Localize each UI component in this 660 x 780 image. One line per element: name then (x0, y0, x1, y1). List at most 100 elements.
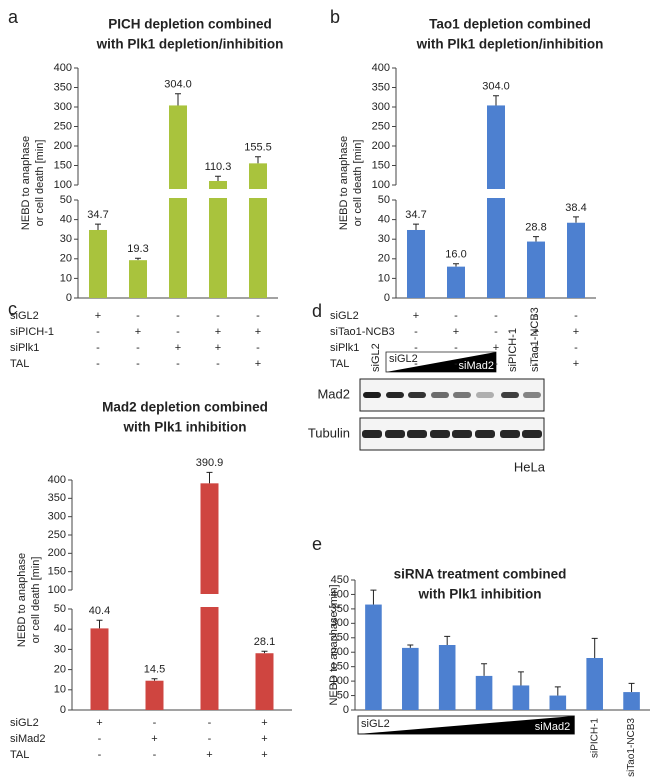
condition-mark: + (493, 342, 499, 354)
condition-mark: + (255, 326, 261, 338)
condition-mark: - (176, 310, 180, 322)
band (475, 430, 495, 438)
chart-title: Mad2 depletion combined (102, 400, 268, 415)
condition-mark: - (136, 358, 140, 370)
condition-mark: + (215, 326, 221, 338)
condition-mark: - (494, 326, 498, 338)
condition-mark: + (261, 733, 267, 745)
condition-mark: - (414, 326, 418, 338)
bar (487, 105, 505, 298)
y-tick-label: 250 (54, 120, 72, 132)
bar (549, 695, 567, 710)
value-label: 155.5 (244, 142, 272, 154)
error-bar (206, 471, 213, 484)
error-bar (554, 686, 561, 696)
error-bar (481, 663, 488, 676)
condition-mark: - (534, 358, 538, 370)
gradient-label: siMad2 (535, 721, 570, 733)
condition-mark: + (533, 342, 539, 354)
y-tick-label: 200 (331, 646, 349, 658)
condition-mark: + (453, 326, 459, 338)
y-tick-label: 200 (48, 547, 66, 559)
chart-title: with Plk1 depletion/inhibition (96, 37, 284, 52)
condition-mark: - (96, 326, 100, 338)
value-label: 304.0 (482, 81, 510, 93)
y-tick-label: 0 (384, 292, 390, 304)
y-tick-label: 400 (54, 62, 72, 74)
axis-break (168, 189, 188, 198)
condition-mark: + (95, 310, 101, 322)
y-tick-label: 10 (378, 272, 390, 284)
bar (249, 163, 267, 298)
condition-mark: + (175, 342, 181, 354)
error-bar (95, 223, 101, 230)
value-label: 304.0 (164, 79, 192, 91)
chart-title: with Plk1 inhibition (123, 420, 247, 435)
value-label: 40.4 (89, 605, 110, 617)
condition-mark: - (176, 358, 180, 370)
chart-title: PICH depletion combined (108, 17, 272, 32)
condition-mark: + (533, 326, 539, 338)
bar (567, 222, 585, 298)
bar (145, 680, 164, 710)
condition-mark: - (96, 358, 100, 370)
condition-label: siTao1-NCB3 (330, 326, 395, 338)
chart-title: Tao1 depletion combined (429, 17, 591, 32)
condition-mark: - (414, 342, 418, 354)
value-label: 28.1 (254, 636, 275, 648)
condition-mark: - (574, 310, 578, 322)
condition-mark: - (216, 358, 220, 370)
condition-mark: - (136, 342, 140, 354)
y-tick-label: 40 (60, 214, 72, 226)
y-tick-label: 30 (60, 233, 72, 245)
y-tick-label: 30 (54, 643, 66, 655)
condition-mark: + (413, 310, 419, 322)
error-bar (573, 216, 579, 223)
condition-label: siPlk1 (330, 342, 359, 354)
y-tick-label: 20 (60, 253, 72, 265)
condition-label: siGL2 (10, 717, 39, 729)
y-axis-label: NEBD to anaphase (338, 136, 350, 230)
condition-mark: - (494, 358, 498, 370)
bar (438, 645, 456, 710)
y-tick-label: 100 (48, 584, 66, 596)
chart-panel: c Mad2 depletion combined with Plk1 inhibi… (8, 299, 292, 761)
error-bar (453, 263, 459, 267)
condition-mark: - (414, 358, 418, 370)
error-bar (493, 95, 499, 106)
cell-line: HeLa (514, 459, 546, 474)
condition-mark: - (454, 342, 458, 354)
y-tick-label: 40 (378, 214, 390, 226)
condition-label: siMad2 (10, 733, 45, 745)
y-tick-label: 50 (60, 194, 72, 206)
error-bar (215, 175, 221, 181)
condition-mark: - (256, 310, 260, 322)
condition-mark: - (454, 358, 458, 370)
condition-mark: - (534, 310, 538, 322)
condition-mark: - (96, 342, 100, 354)
bar (407, 229, 425, 298)
y-tick-label: 0 (60, 704, 66, 716)
condition-label: TAL (10, 358, 29, 370)
y-axis-label: or cell death [min] (30, 557, 42, 644)
error-bar (261, 650, 268, 654)
error-bar (628, 682, 635, 693)
condition-mark: - (176, 326, 180, 338)
bar (447, 266, 465, 298)
y-tick-label: 200 (372, 140, 390, 152)
y-tick-label: 350 (54, 81, 72, 93)
row-label: Mad2 (317, 386, 350, 401)
error-bar (370, 589, 377, 605)
x-tick-label: siPICH-1 (589, 718, 600, 758)
bar (512, 685, 530, 710)
band (452, 430, 472, 438)
band (476, 392, 494, 398)
y-tick-label: 10 (60, 272, 72, 284)
error-bar (135, 257, 141, 261)
y-axis-label: NEBD to anaphase (16, 553, 28, 647)
band (523, 392, 541, 398)
y-tick-label: 100 (331, 675, 349, 687)
y-tick-label: 40 (54, 623, 66, 635)
y-tick-label: 250 (372, 120, 390, 132)
